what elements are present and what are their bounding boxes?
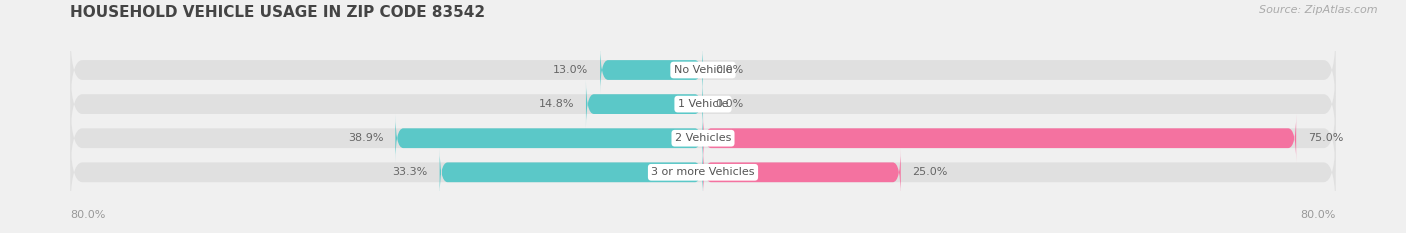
FancyBboxPatch shape — [440, 148, 703, 196]
FancyBboxPatch shape — [70, 97, 1336, 179]
FancyBboxPatch shape — [600, 46, 703, 94]
FancyBboxPatch shape — [70, 131, 1336, 214]
Text: 80.0%: 80.0% — [70, 210, 105, 220]
FancyBboxPatch shape — [70, 63, 1336, 145]
Text: 0.0%: 0.0% — [714, 99, 744, 109]
Text: 0.0%: 0.0% — [714, 65, 744, 75]
FancyBboxPatch shape — [395, 114, 703, 162]
Text: 1 Vehicle: 1 Vehicle — [678, 99, 728, 109]
Text: 14.8%: 14.8% — [538, 99, 574, 109]
FancyBboxPatch shape — [586, 80, 703, 128]
Text: No Vehicle: No Vehicle — [673, 65, 733, 75]
Text: Source: ZipAtlas.com: Source: ZipAtlas.com — [1260, 5, 1378, 15]
Text: 38.9%: 38.9% — [349, 133, 384, 143]
Text: 75.0%: 75.0% — [1308, 133, 1343, 143]
Text: 33.3%: 33.3% — [392, 167, 427, 177]
Text: 80.0%: 80.0% — [1301, 210, 1336, 220]
FancyBboxPatch shape — [703, 114, 1296, 162]
Text: 13.0%: 13.0% — [553, 65, 588, 75]
Text: HOUSEHOLD VEHICLE USAGE IN ZIP CODE 83542: HOUSEHOLD VEHICLE USAGE IN ZIP CODE 8354… — [70, 5, 485, 20]
Text: 2 Vehicles: 2 Vehicles — [675, 133, 731, 143]
Text: 25.0%: 25.0% — [912, 167, 948, 177]
Text: 3 or more Vehicles: 3 or more Vehicles — [651, 167, 755, 177]
FancyBboxPatch shape — [703, 148, 901, 196]
FancyBboxPatch shape — [70, 29, 1336, 111]
